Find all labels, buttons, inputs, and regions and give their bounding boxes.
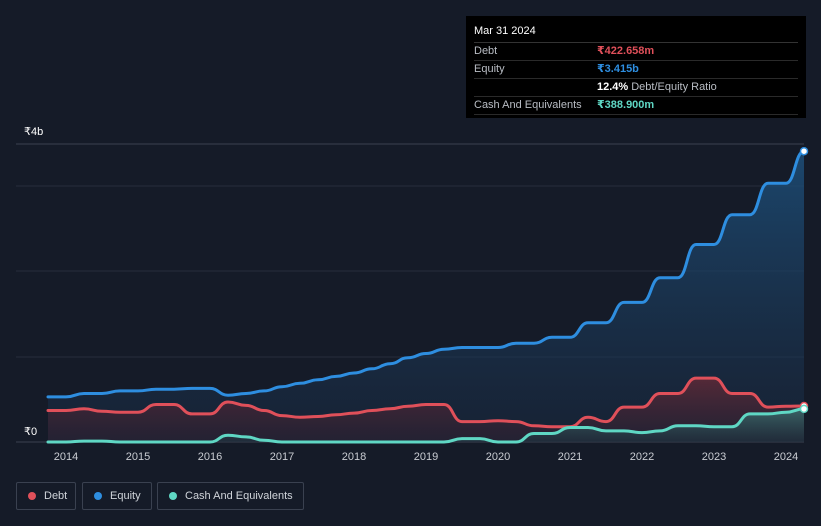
equity-line bbox=[46, 149, 806, 399]
tooltip: Mar 31 2024 Debt ₹422.658m Equity ₹3.415… bbox=[466, 16, 806, 118]
equity-area bbox=[48, 151, 804, 442]
x-tick-label-2017: 2017 bbox=[270, 451, 294, 463]
tooltip-row-debt: Debt ₹422.658m bbox=[474, 43, 798, 61]
tooltip-date: Mar 31 2024 bbox=[474, 24, 798, 43]
legend-debt[interactable]: Debt bbox=[16, 482, 76, 510]
x-tick-label-2020: 2020 bbox=[486, 451, 510, 463]
legend-equity[interactable]: Equity bbox=[82, 482, 152, 510]
equity-end-point bbox=[799, 146, 809, 156]
legend-cash-dot bbox=[169, 492, 177, 500]
x-tick-label-2018: 2018 bbox=[342, 451, 366, 463]
tooltip-cash-value: ₹388.900m bbox=[597, 99, 655, 111]
x-tick-label-2016: 2016 bbox=[198, 451, 222, 463]
legend-cash-label: Cash And Equivalents bbox=[185, 490, 293, 502]
x-tick-label-2023: 2023 bbox=[702, 451, 726, 463]
x-tick-label-2021: 2021 bbox=[558, 451, 582, 463]
x-tick-label-2022: 2022 bbox=[630, 451, 654, 463]
cash-area bbox=[48, 408, 804, 442]
tooltip-equity-label: Equity bbox=[474, 63, 505, 75]
tooltip-row-ratio: 12.4% Debt/Equity Ratio bbox=[474, 79, 798, 97]
x-tick-label-2014: 2014 bbox=[54, 451, 78, 463]
tooltip-cash-label: Cash And Equivalents bbox=[474, 99, 582, 111]
legend-cash[interactable]: Cash And Equivalents bbox=[157, 482, 304, 510]
tooltip-debt-label: Debt bbox=[474, 45, 498, 57]
tooltip-row-cash: Cash And Equivalents ₹388.900m bbox=[474, 97, 798, 115]
tooltip-equity-value: ₹3.415b bbox=[597, 63, 639, 75]
cash-end-point bbox=[799, 404, 809, 414]
debt-line bbox=[46, 376, 806, 429]
y-tick-label-zero: ₹0 bbox=[24, 426, 37, 438]
tooltip-debt-value: ₹422.658m bbox=[597, 45, 655, 57]
tooltip-ratio-label: Debt/Equity Ratio bbox=[631, 81, 717, 93]
legend-debt-dot bbox=[28, 492, 36, 500]
x-tick-label-2024: 2024 bbox=[774, 451, 798, 463]
debt-area bbox=[48, 378, 804, 442]
y-tick-label-top: ₹4b bbox=[24, 126, 43, 138]
tooltip-ratio-value: 12.4% bbox=[597, 81, 629, 93]
legend-equity-label: Equity bbox=[110, 490, 141, 502]
x-tick-label-2015: 2015 bbox=[126, 451, 150, 463]
cash-line bbox=[46, 407, 806, 444]
tooltip-row-equity: Equity ₹3.415b bbox=[474, 61, 798, 79]
x-tick-label-2019: 2019 bbox=[414, 451, 438, 463]
legend-equity-dot bbox=[94, 492, 102, 500]
legend-debt-label: Debt bbox=[44, 490, 68, 502]
